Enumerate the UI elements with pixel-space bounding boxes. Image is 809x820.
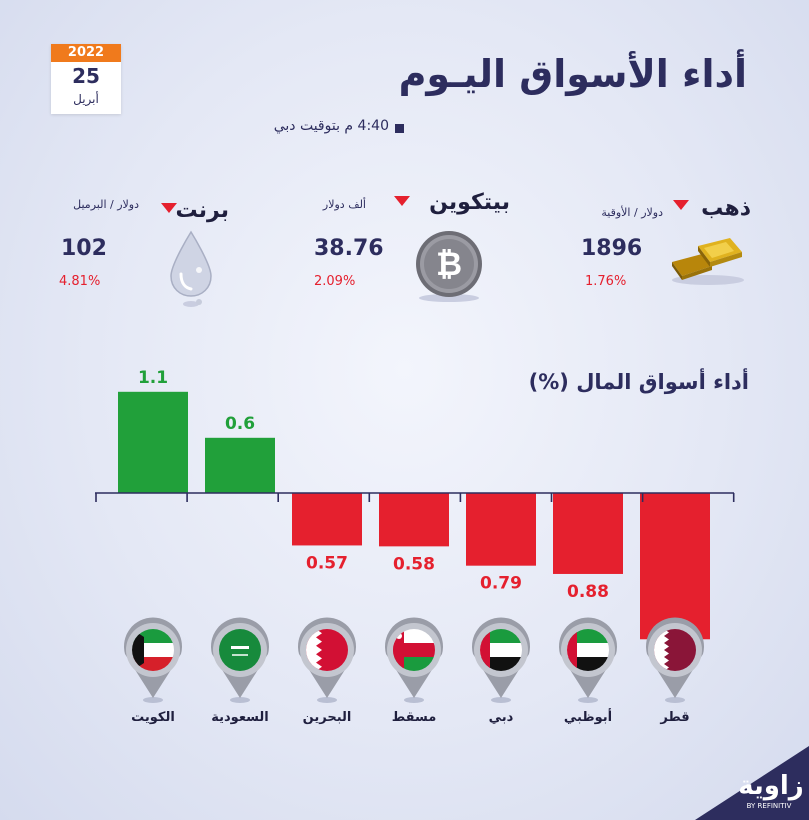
gold-value: 1896 (581, 236, 643, 261)
bar-value-label: 0.58 (393, 554, 435, 574)
country-label: أبوظبي (563, 710, 613, 725)
bar-0 (118, 391, 188, 493)
country-label: قطر (660, 710, 690, 725)
zawya-logo: زاوية BY REFINITIV (695, 746, 809, 820)
gold-change: 1.76% (585, 274, 627, 289)
gold-name: ذهب (701, 196, 751, 221)
logo-brand: زاوية (738, 771, 804, 801)
chart-title: أداء أسواق المال (%) (528, 370, 749, 394)
bar-value-label: 1.1 (138, 368, 168, 388)
bar-4 (466, 493, 536, 566)
time-bullet (395, 124, 404, 133)
bar-5 (553, 493, 623, 574)
country-label: دبي (488, 710, 514, 725)
time-text: 4:40 م بتوقيت دبي (273, 118, 389, 134)
svg-text:₿: ₿ (436, 245, 462, 283)
bar-6 (640, 493, 710, 640)
oman-flag-icon (385, 617, 444, 703)
bar-value-label: 0.6 (225, 414, 255, 434)
bar-value-label: 0.57 (306, 553, 348, 573)
qatar-flag-icon (646, 617, 704, 703)
gold-down-arrow-icon (673, 200, 689, 210)
gold-bars-icon (672, 238, 744, 285)
brent-down-arrow-icon (161, 203, 177, 213)
bar-1 (205, 437, 275, 493)
brent-name: برنت (175, 198, 230, 223)
saudi-flag-icon (211, 617, 269, 703)
country-label: السعودية (211, 710, 269, 725)
bar-value-label: 0.88 (567, 582, 609, 602)
country-label: مسقط (391, 710, 437, 725)
uae-flag-icon (559, 617, 617, 703)
bitcoin-down-arrow-icon (394, 196, 410, 206)
gold-unit: دولار / الأوقية (601, 206, 663, 219)
calendar-month: أبريل (73, 92, 99, 106)
bitcoin-icon: ₿ (416, 231, 482, 302)
logo-sub: BY REFINITIV (747, 802, 792, 810)
brent-unit: دولار / البرميل (73, 198, 139, 211)
uae-flag-icon (471, 617, 530, 703)
bitcoin-name: بيتكوين (429, 190, 510, 215)
page-title: أداء الأسواق اليـوم (398, 52, 747, 96)
bahrain-flag-icon (298, 617, 356, 703)
brent-value: 102 (61, 236, 107, 261)
calendar-day: 25 (72, 64, 100, 88)
date-calendar: 2022 25 أبريل (51, 44, 121, 114)
calendar-year: 2022 (51, 44, 121, 62)
bitcoin-change: 2.09% (314, 274, 356, 289)
brent-change: 4.81% (59, 274, 101, 289)
bitcoin-unit: ألف دولار (322, 198, 366, 211)
bar-2 (292, 493, 362, 546)
bar-3 (379, 493, 449, 547)
bar-value-label: 0.79 (480, 574, 522, 594)
oil-drop-icon (170, 230, 212, 307)
bitcoin-value: 38.76 (314, 236, 384, 261)
kuwait-flag-icon (123, 617, 182, 703)
country-label: البحرين (302, 710, 352, 725)
country-label: الكويت (131, 710, 175, 725)
